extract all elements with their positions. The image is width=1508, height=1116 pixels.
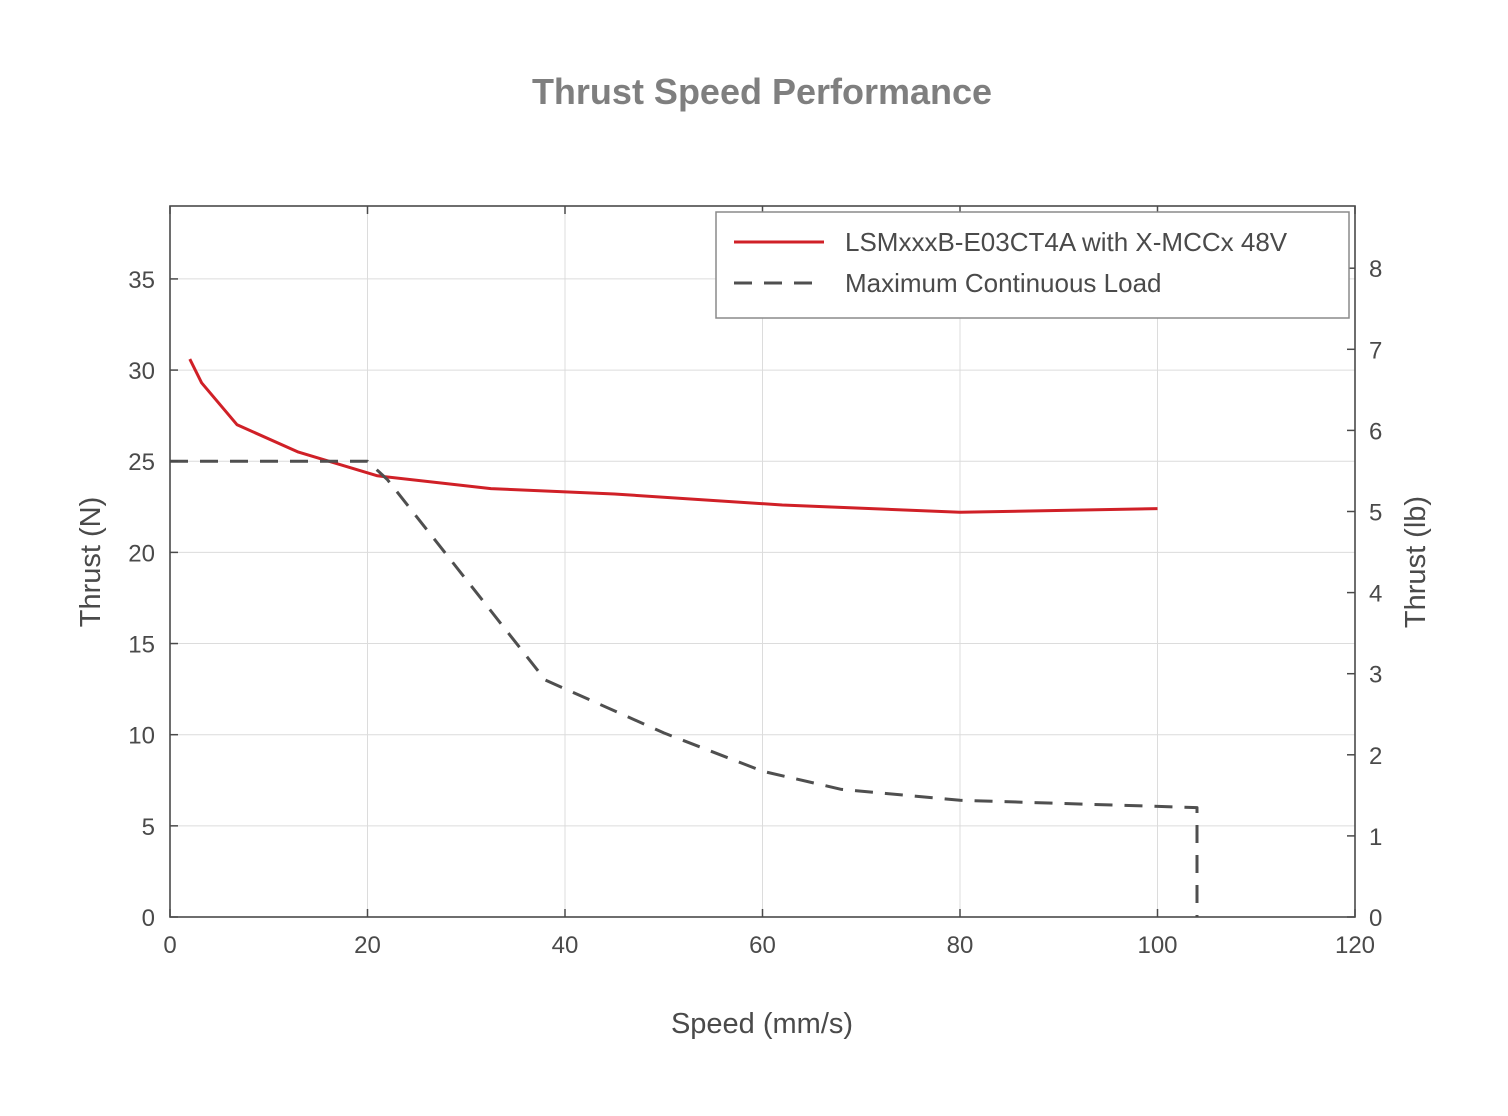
x-tick-label: 0 <box>163 932 176 959</box>
y2-tick-label: 2 <box>1369 743 1382 770</box>
x-tick-label: 100 <box>1137 932 1177 959</box>
x-tick-label: 40 <box>552 932 579 959</box>
series-line-1 <box>188 358 1158 514</box>
series-line-2 <box>170 459 1199 917</box>
y-tick-label: 15 <box>128 632 155 659</box>
legend-box <box>715 211 1350 319</box>
y2-tick-label: 1 <box>1369 824 1382 851</box>
chart-title: Thrust Speed Performance <box>532 71 992 112</box>
y-tick-label: 25 <box>128 449 155 476</box>
y2-tick-label: 0 <box>1369 905 1382 932</box>
legend: LSMxxxB-E03CT4A with X-MCCx 48V Maximum … <box>715 211 1350 319</box>
x-tick-label: 80 <box>947 932 974 959</box>
y-axis-label: Thrust (N) <box>75 497 107 628</box>
x-tick-label: 20 <box>354 932 381 959</box>
y2-tick-label: 7 <box>1369 337 1382 364</box>
legend-label-series-1: LSMxxxB-E03CT4A with X-MCCx 48V <box>845 227 1288 257</box>
grid-lines <box>169 206 1356 918</box>
y2-axis-label: Thrust (lb) <box>1400 496 1432 628</box>
y2-tick-label: 5 <box>1369 500 1382 527</box>
x-tick-label: 60 <box>749 932 776 959</box>
x-axis-label: Speed (mm/s) <box>671 1008 853 1040</box>
y-tick-label: 0 <box>142 905 155 932</box>
y2-tick-label: 6 <box>1369 418 1382 445</box>
y-tick-label: 5 <box>142 814 155 841</box>
y2-tick-label: 8 <box>1369 256 1382 283</box>
series-layer <box>170 358 1199 917</box>
x-tick-label: 120 <box>1335 932 1375 959</box>
y-tick-label: 10 <box>128 723 155 750</box>
y2-tick-label: 4 <box>1369 581 1382 608</box>
y-tick-label: 20 <box>128 540 155 567</box>
y-tick-label: 30 <box>128 358 155 385</box>
y2-tick-label: 3 <box>1369 662 1382 689</box>
legend-label-series-2: Maximum Continuous Load <box>845 268 1162 298</box>
y-tick-label: 35 <box>128 267 155 294</box>
